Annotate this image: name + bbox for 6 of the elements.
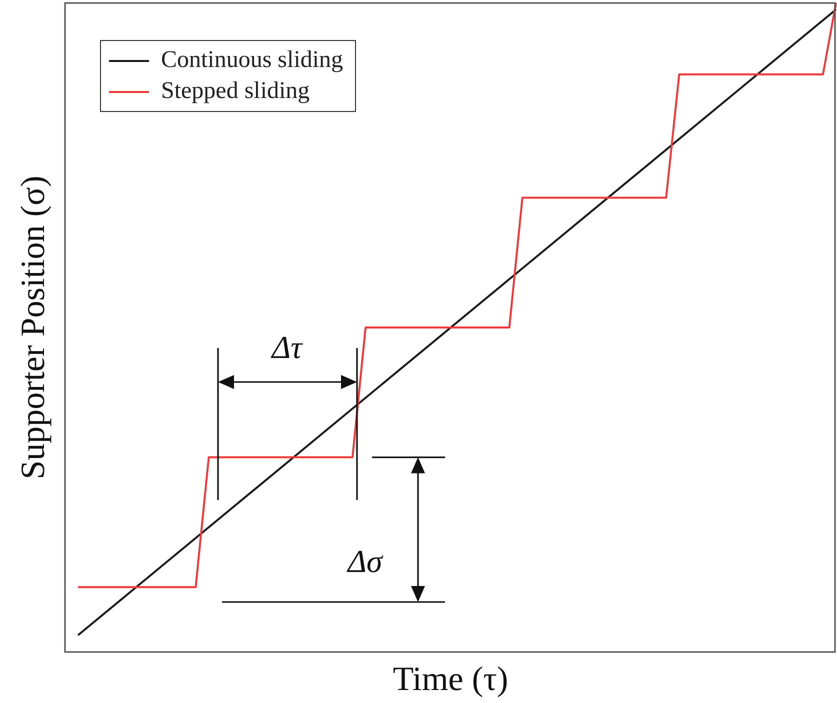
legend-label: Stepped sliding <box>161 77 310 106</box>
y-axis-title: Supporter Position (σ) <box>15 176 52 480</box>
x-axis-title: Time (τ) <box>392 661 508 698</box>
annotation: Δτ <box>270 329 304 365</box>
annotation: Δσ <box>346 543 384 579</box>
legend-label: Continuous sliding <box>161 46 344 75</box>
